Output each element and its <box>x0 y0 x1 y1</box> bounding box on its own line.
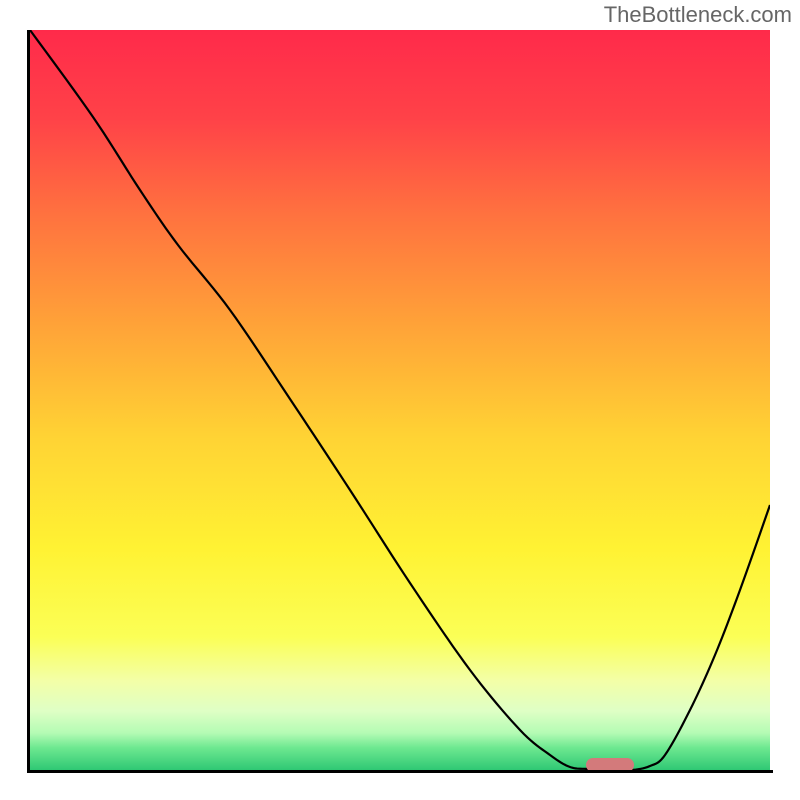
watermark-text: TheBottleneck.com <box>604 2 792 28</box>
bottleneck-curve <box>30 30 770 770</box>
plot-area <box>30 30 770 770</box>
x-axis <box>27 770 773 773</box>
curve-path <box>30 30 770 770</box>
y-axis <box>27 30 30 773</box>
